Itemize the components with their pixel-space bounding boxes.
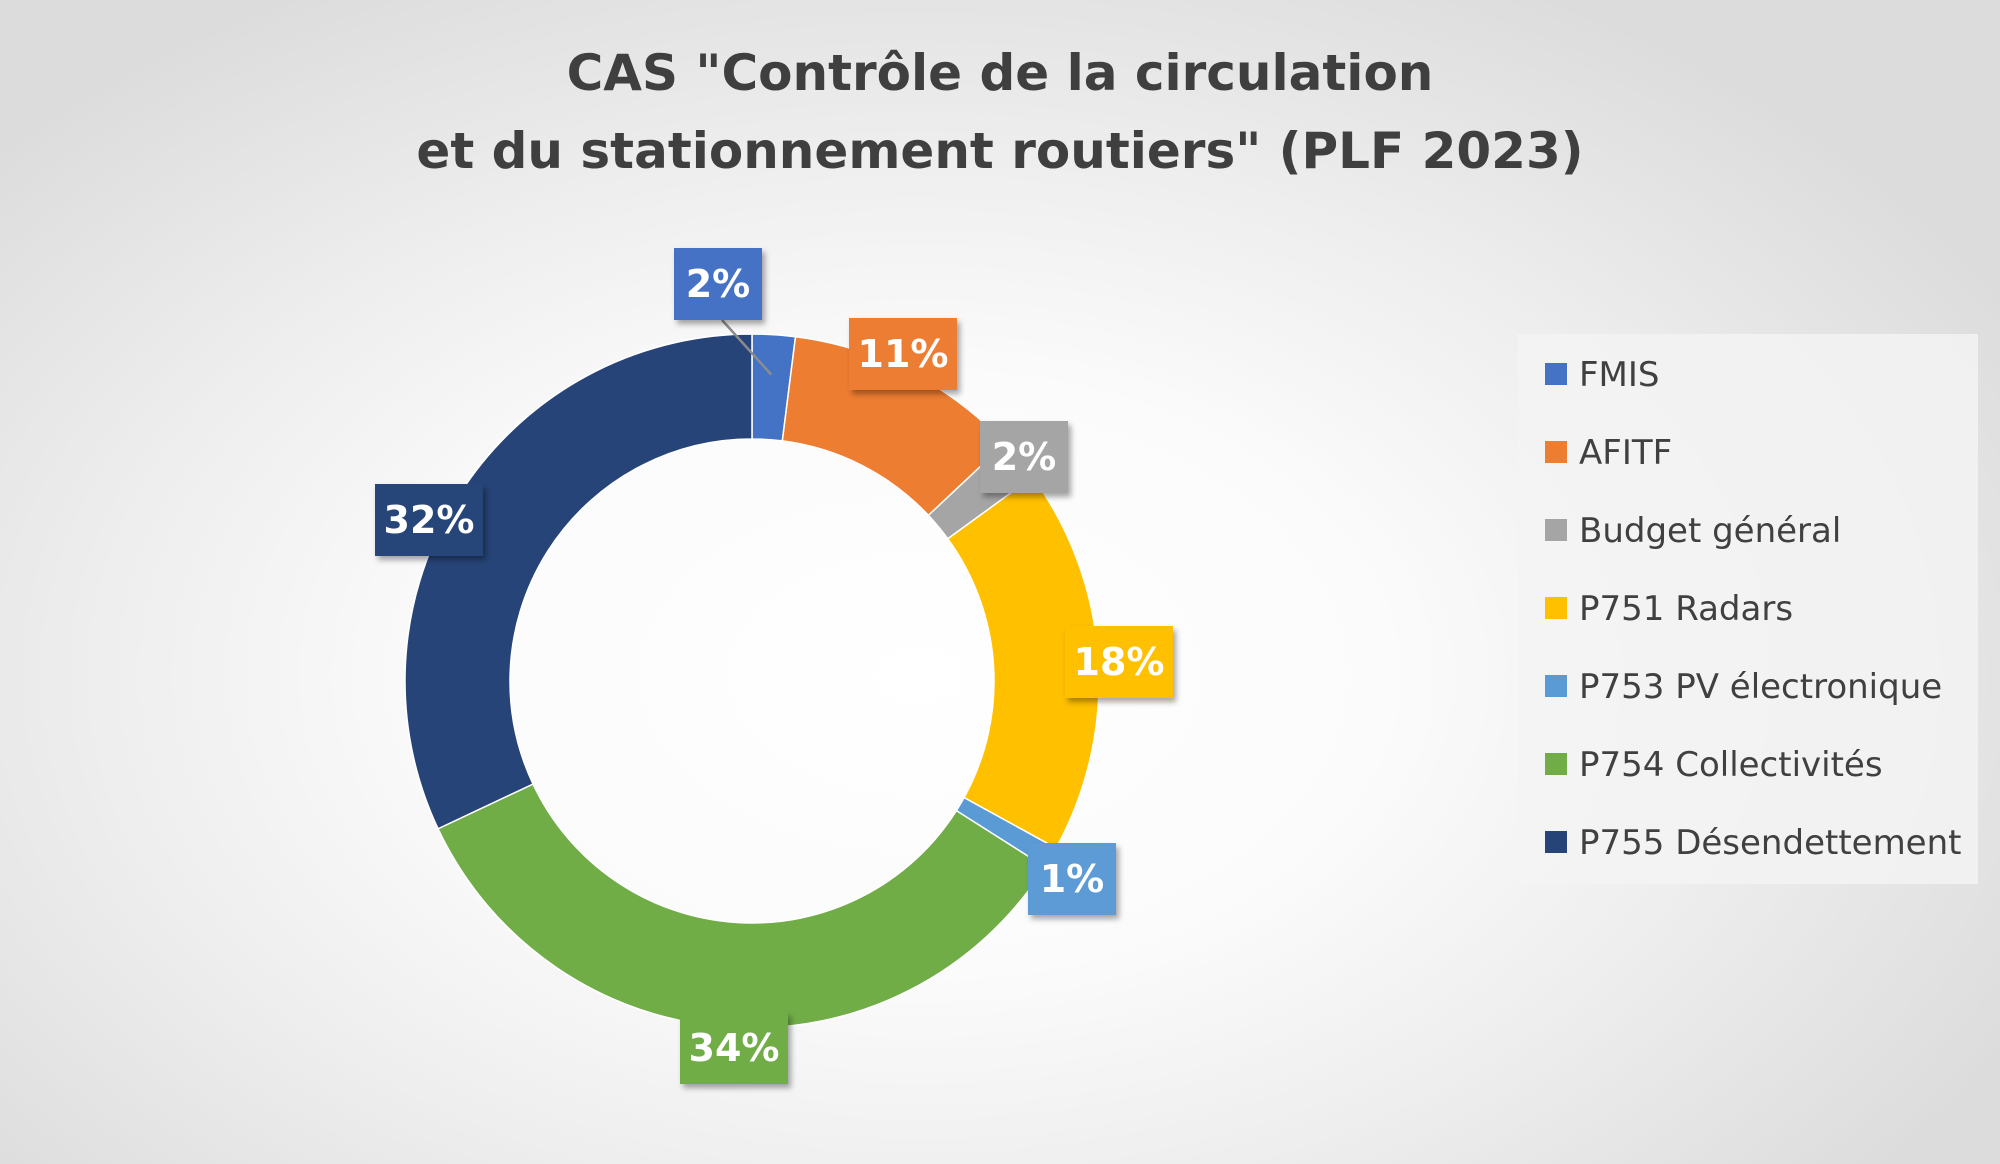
legend-label-budget-general: Budget général — [1579, 511, 1841, 551]
data-label-box-fmis — [674, 248, 762, 320]
data-label-p755-desendettement: 32% — [375, 484, 483, 556]
data-label-budget-general: 2% — [980, 421, 1068, 493]
legend-label-afitf: AFITF — [1579, 433, 1672, 473]
data-label-afitf: 11% — [849, 318, 957, 390]
chart-title-line-2: et du stationnement routiers" (PLF 2023) — [416, 122, 1583, 180]
legend-item-budget-general: Budget général — [1545, 511, 1841, 551]
legend-swatch-fmis — [1545, 363, 1567, 385]
label-leader-lines — [721, 319, 773, 376]
data-label-box-afitf — [849, 318, 957, 390]
data-label-text-p751-radars: 18% — [1074, 640, 1165, 684]
data-label-box-p751-radars — [1065, 626, 1173, 698]
legend-label-p754-collectivites: P754 Collectivités — [1579, 745, 1883, 785]
data-label-box-p753-pv-electronique — [1028, 843, 1116, 915]
data-label-box-p755-desendettement — [375, 484, 483, 556]
data-label-box-p754-collectivites — [680, 1012, 788, 1084]
data-label-box-budget-general — [980, 421, 1068, 493]
legend-label-p755-desendettement: P755 Désendettement — [1579, 823, 1961, 863]
legend-item-afitf: AFITF — [1545, 433, 1672, 473]
legend-label-p753-pv-electronique: P753 PV électronique — [1579, 667, 1942, 707]
legend-swatch-p753-pv-electronique — [1545, 675, 1567, 697]
slice-p755-desendettement — [404, 333, 753, 830]
data-label-text-afitf: 11% — [858, 332, 949, 376]
legend-swatch-afitf — [1545, 441, 1567, 463]
chart-title: CAS "Contrôle de la circulation et du st… — [416, 44, 1583, 180]
data-labels: 2% 11% 2% 18% 1% 34% 32% — [375, 248, 1173, 1084]
data-label-p754-collectivites: 34% — [680, 1012, 788, 1084]
leader-line-fmis — [721, 319, 773, 376]
legend-swatch-p755-desendettement — [1545, 831, 1567, 853]
data-label-text-p753-pv-electronique: 1% — [1040, 857, 1105, 901]
chart-title-line-1: CAS "Contrôle de la circulation — [567, 44, 1434, 102]
legend-item-p753-pv-electronique: P753 PV électronique — [1545, 667, 1942, 707]
legend-item-p755-desendettement: P755 Désendettement — [1545, 823, 1961, 863]
legend: FMIS AFITF Budget général P751 Radars P753 P… — [1545, 355, 1961, 863]
data-label-text-fmis: 2% — [686, 262, 751, 306]
legend-swatch-budget-general — [1545, 519, 1567, 541]
slice-p754-collectivites — [437, 783, 1047, 1029]
legend-panel — [1518, 334, 1978, 884]
data-label-p751-radars: 18% — [1065, 626, 1173, 698]
data-label-text-p754-collectivites: 34% — [689, 1026, 780, 1070]
data-label-fmis: 2% — [674, 248, 762, 320]
legend-swatch-p751-radars — [1545, 597, 1567, 619]
legend-label-p751-radars: P751 Radars — [1579, 589, 1793, 629]
data-label-p753-pv-electronique: 1% — [1028, 843, 1116, 915]
legend-item-p751-radars: P751 Radars — [1545, 589, 1793, 629]
legend-item-p754-collectivites: P754 Collectivités — [1545, 745, 1883, 785]
data-label-text-budget-general: 2% — [992, 435, 1057, 479]
legend-label-fmis: FMIS — [1579, 355, 1660, 395]
legend-item-fmis: FMIS — [1545, 355, 1660, 395]
data-label-text-p755-desendettement: 32% — [384, 498, 475, 542]
legend-swatch-p754-collectivites — [1545, 753, 1567, 775]
